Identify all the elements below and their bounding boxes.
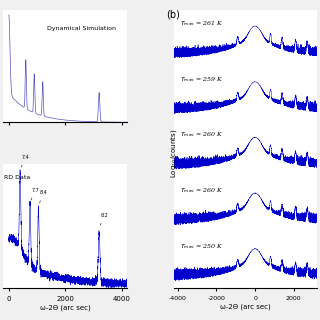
X-axis label: ω-2Θ (arc sec): ω-2Θ (arc sec): [220, 303, 271, 310]
X-axis label: ω-2Θ (arc sec): ω-2Θ (arc sec): [40, 304, 91, 311]
Text: $T_{\rm max}$ = 260 K: $T_{\rm max}$ = 260 K: [180, 186, 223, 195]
Text: 8.2: 8.2: [100, 213, 108, 226]
Text: RD Data: RD Data: [4, 175, 31, 180]
Text: 7.7: 7.7: [31, 188, 39, 200]
Text: $T_{\rm max}$ = 260 K: $T_{\rm max}$ = 260 K: [180, 131, 223, 140]
Text: $T_{\rm max}$ = 261 K: $T_{\rm max}$ = 261 K: [180, 19, 223, 28]
Text: $T_{\rm max}$ = 250 K: $T_{\rm max}$ = 250 K: [180, 242, 223, 251]
Text: $T_{\rm max}$ = 259 K: $T_{\rm max}$ = 259 K: [180, 75, 223, 84]
Text: 8.4: 8.4: [40, 190, 48, 203]
Text: Dynamical Simulation: Dynamical Simulation: [47, 26, 116, 31]
Text: 7.4: 7.4: [21, 155, 29, 167]
Text: (b): (b): [166, 10, 180, 20]
Text: Log$_{10}$(counts): Log$_{10}$(counts): [169, 129, 180, 178]
